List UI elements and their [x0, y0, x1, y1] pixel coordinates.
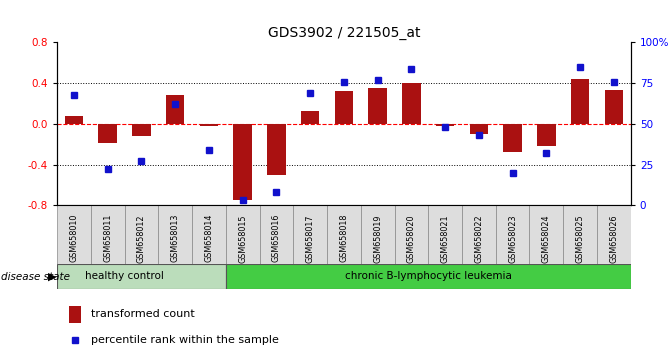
- Bar: [597, 205, 631, 264]
- Bar: [395, 205, 428, 264]
- Bar: [301, 111, 319, 124]
- Text: GSM658013: GSM658013: [170, 214, 180, 262]
- Text: GSM658017: GSM658017: [305, 214, 315, 263]
- Bar: [64, 116, 83, 124]
- Text: transformed count: transformed count: [91, 309, 195, 319]
- Text: GSM658020: GSM658020: [407, 214, 416, 263]
- Bar: [571, 79, 589, 124]
- Bar: [293, 205, 327, 264]
- Bar: [335, 91, 353, 124]
- Text: GSM658025: GSM658025: [576, 214, 584, 263]
- Text: GSM658012: GSM658012: [137, 214, 146, 263]
- Text: GSM658016: GSM658016: [272, 214, 281, 262]
- Title: GDS3902 / 221505_at: GDS3902 / 221505_at: [268, 26, 420, 40]
- Bar: [225, 264, 631, 289]
- Bar: [57, 264, 225, 289]
- Text: ▶: ▶: [48, 272, 57, 282]
- Text: GSM658010: GSM658010: [69, 214, 79, 262]
- Bar: [91, 205, 125, 264]
- Bar: [192, 205, 225, 264]
- Bar: [368, 88, 387, 124]
- Bar: [158, 205, 192, 264]
- Bar: [234, 124, 252, 200]
- Bar: [57, 205, 91, 264]
- Bar: [537, 124, 556, 146]
- Bar: [563, 205, 597, 264]
- Bar: [470, 124, 488, 134]
- Text: GSM658023: GSM658023: [508, 214, 517, 263]
- Text: GSM658014: GSM658014: [205, 214, 213, 262]
- Bar: [402, 83, 421, 124]
- Bar: [436, 124, 454, 126]
- Bar: [496, 205, 529, 264]
- Bar: [199, 124, 218, 126]
- Bar: [428, 205, 462, 264]
- Bar: [529, 205, 563, 264]
- Bar: [260, 205, 293, 264]
- Text: GSM658015: GSM658015: [238, 214, 247, 263]
- Text: GSM658026: GSM658026: [609, 214, 619, 263]
- Text: GSM658021: GSM658021: [441, 214, 450, 263]
- Bar: [166, 96, 185, 124]
- Text: GSM658022: GSM658022: [474, 214, 483, 263]
- Bar: [462, 205, 496, 264]
- Text: GSM658019: GSM658019: [373, 214, 382, 263]
- Bar: [361, 205, 395, 264]
- Text: percentile rank within the sample: percentile rank within the sample: [91, 335, 279, 345]
- Text: healthy control: healthy control: [85, 271, 164, 281]
- Text: chronic B-lymphocytic leukemia: chronic B-lymphocytic leukemia: [345, 271, 512, 281]
- Text: GSM658024: GSM658024: [542, 214, 551, 263]
- Text: GSM658018: GSM658018: [340, 214, 348, 262]
- Text: GSM658011: GSM658011: [103, 214, 112, 262]
- Bar: [503, 124, 522, 152]
- Bar: [327, 205, 361, 264]
- Bar: [99, 124, 117, 143]
- Bar: [132, 124, 151, 136]
- Bar: [225, 205, 260, 264]
- Text: disease state: disease state: [1, 272, 70, 282]
- Bar: [68, 306, 81, 323]
- Bar: [605, 90, 623, 124]
- Bar: [267, 124, 286, 175]
- Bar: [125, 205, 158, 264]
